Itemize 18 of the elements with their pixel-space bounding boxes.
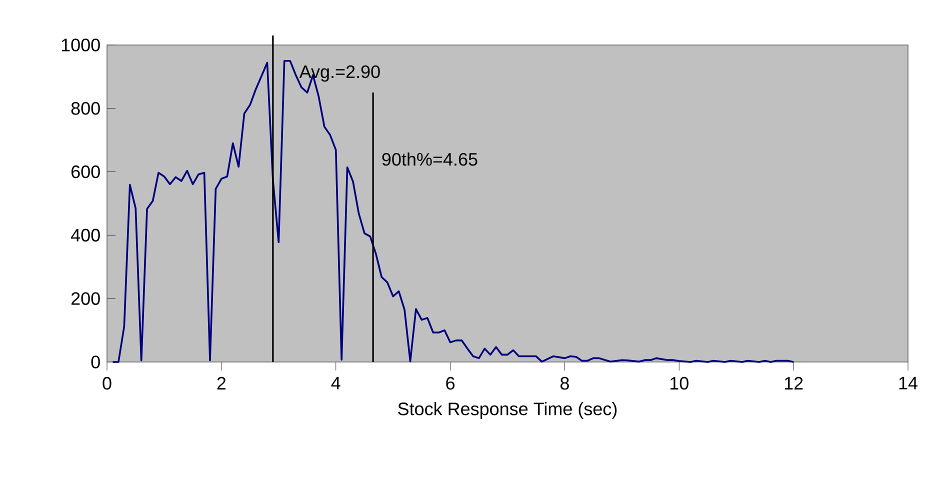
x-tick-label: 0: [102, 376, 112, 390]
line-series: [112, 60, 794, 363]
x-axis-title: Stock Response Time (sec): [398, 402, 617, 419]
x-tick-label: 2: [217, 376, 226, 390]
x-tick-label: 4: [331, 376, 340, 390]
x-tick-label: 6: [446, 376, 455, 390]
x-tick-label: 12: [784, 376, 803, 390]
y-tick-label: 1000: [62, 38, 100, 52]
y-tick-label: 0: [91, 356, 100, 368]
y-tick-label: 400: [70, 228, 100, 242]
x-tick-label: 8: [560, 376, 569, 390]
x-tick-label: 10: [670, 376, 688, 390]
y-tick-label: 200: [71, 292, 100, 305]
y-tick-label: 600: [71, 165, 100, 178]
y-tick-label: 800: [71, 102, 100, 115]
ref-line-label: 90th%=4.65: [382, 152, 478, 166]
x-tick-label: 14: [899, 376, 918, 390]
ref-line-label: Avg.=2.90: [299, 65, 380, 82]
